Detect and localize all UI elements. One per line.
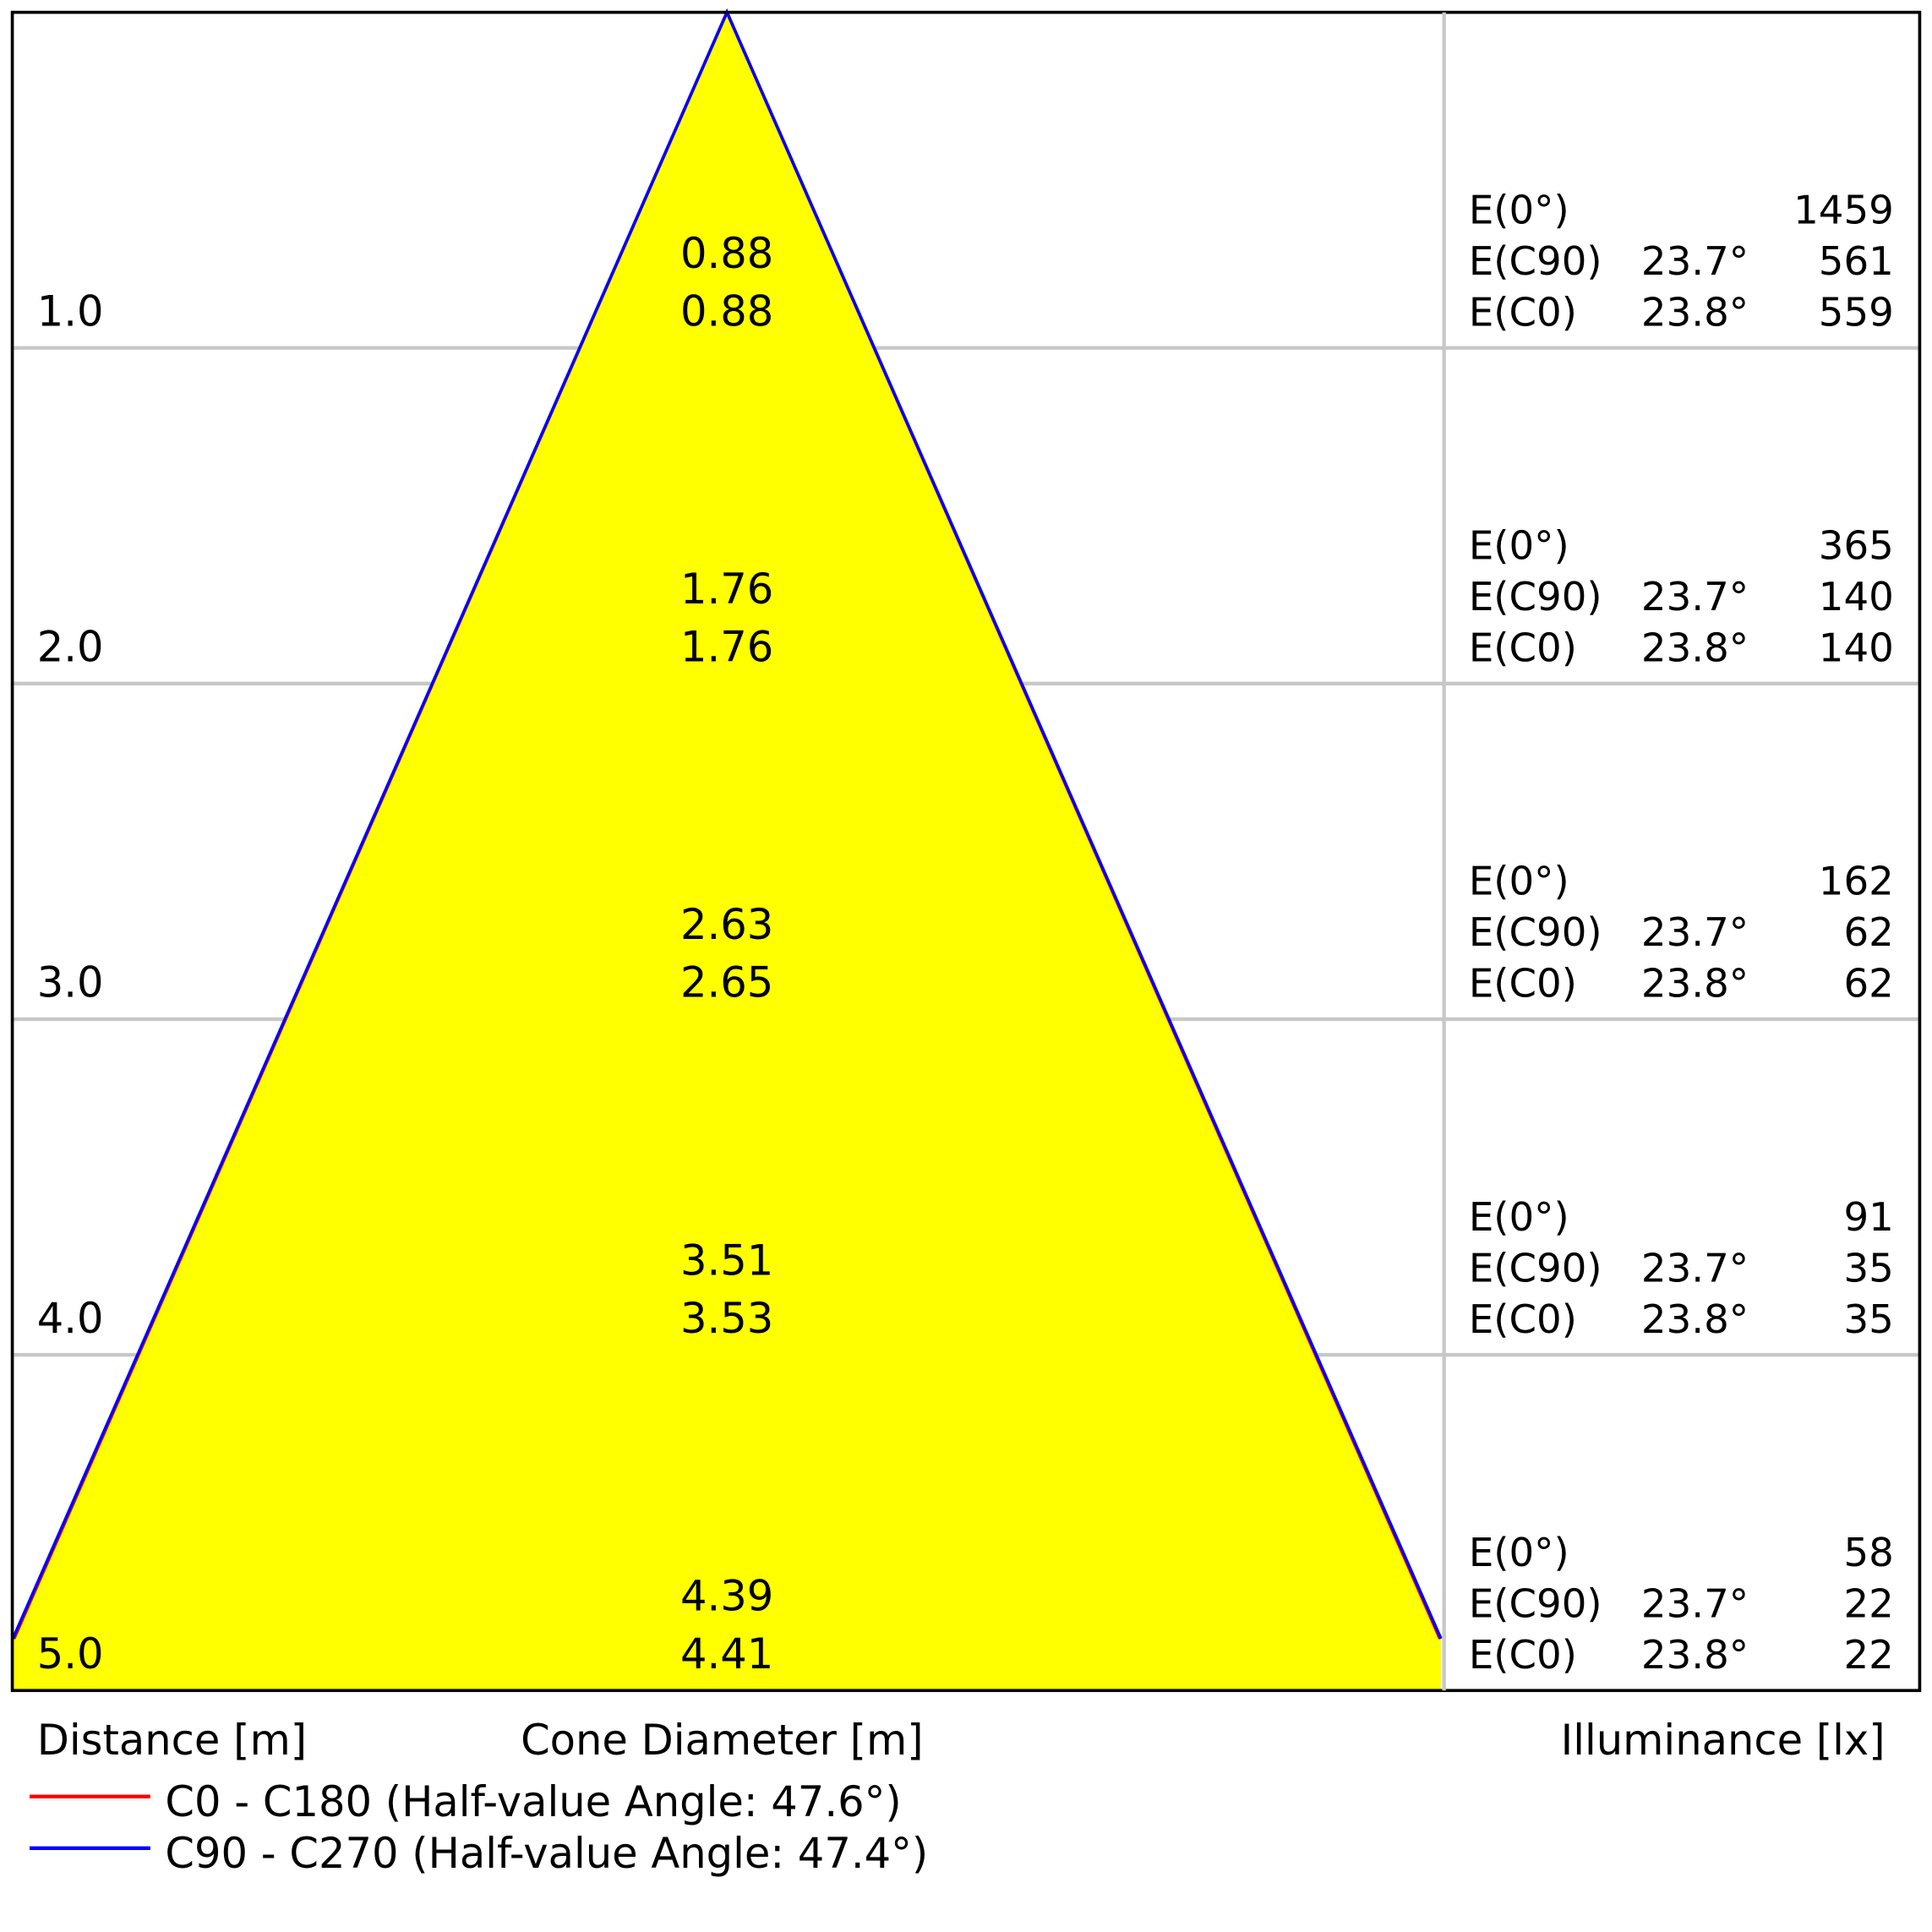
- illuminance-label: E(C0): [1469, 1633, 1577, 1678]
- illuminance-value: 58: [1843, 1531, 1893, 1576]
- illuminance-label: E(C90): [1469, 575, 1602, 620]
- illuminance-angle: 23.8°: [1641, 626, 1749, 672]
- illuminance-value: 365: [1819, 524, 1894, 570]
- illuminance-angle: 23.8°: [1641, 1633, 1749, 1678]
- illuminance-label: E(C0): [1469, 1297, 1577, 1343]
- illuminance-value: 561: [1819, 239, 1894, 285]
- xlabel-distance: Distance [m]: [37, 1716, 307, 1765]
- illuminance-value: 35: [1843, 1246, 1893, 1291]
- distance-label: 5.0: [37, 1629, 104, 1678]
- distance-label: 2.0: [37, 623, 104, 672]
- illuminance-value: 35: [1843, 1297, 1893, 1343]
- illuminance-value: 559: [1819, 290, 1894, 336]
- illuminance-label: E(0°): [1469, 1195, 1569, 1241]
- illuminance-angle: 23.8°: [1641, 290, 1749, 336]
- cone-diameter-label: 0.88: [680, 287, 773, 336]
- illuminance-value: 1459: [1793, 188, 1894, 233]
- legend-label-c90: C90 - C270 (Half-value Angle: 47.4°): [165, 1829, 928, 1878]
- illuminance-angle: 23.7°: [1641, 575, 1749, 620]
- illuminance-angle: 23.8°: [1641, 962, 1749, 1007]
- illuminance-label: E(C0): [1469, 962, 1577, 1007]
- illuminance-angle: 23.8°: [1641, 1297, 1749, 1343]
- illuminance-value: 22: [1843, 1633, 1893, 1678]
- cone-diameter-label: 3.53: [680, 1294, 773, 1343]
- illuminance-label: E(C90): [1469, 1582, 1602, 1628]
- illuminance-label: E(C90): [1469, 910, 1602, 956]
- cone-diameter-label: 2.65: [680, 958, 773, 1007]
- illuminance-label: E(0°): [1469, 1531, 1569, 1576]
- plot-border: [10, 10, 1922, 1693]
- illuminance-angle: 23.7°: [1641, 1246, 1749, 1291]
- illuminance-label: E(0°): [1469, 188, 1569, 233]
- illuminance-angle: 23.7°: [1641, 910, 1749, 956]
- illuminance-angle: 23.7°: [1641, 239, 1749, 285]
- cone-diameter-label: 1.76: [680, 623, 773, 672]
- distance-label: 4.0: [37, 1294, 104, 1343]
- illuminance-label: E(C90): [1469, 239, 1602, 285]
- cone-diameter-label: 2.63: [680, 900, 773, 949]
- cone-diameter-label: 3.51: [680, 1236, 773, 1285]
- illuminance-label: E(0°): [1469, 860, 1569, 905]
- xlabel-cone-diameter: Cone Diameter [m]: [521, 1716, 924, 1765]
- cone-diameter-label: 1.76: [680, 565, 773, 614]
- illuminance-label: E(C0): [1469, 626, 1577, 672]
- cone-diameter-label: 0.88: [680, 229, 773, 278]
- illuminance-label: E(0°): [1469, 524, 1569, 570]
- illuminance-value: 140: [1819, 575, 1894, 620]
- distance-label: 3.0: [37, 958, 104, 1007]
- xlabel-illuminance: Illuminance [lx]: [1561, 1716, 1886, 1765]
- legend-label-c0: C0 - C180 (Half-value Angle: 47.6°): [165, 1777, 901, 1826]
- cone-diameter-label: 4.39: [680, 1571, 773, 1620]
- illuminance-value: 162: [1819, 860, 1894, 905]
- illuminance-value: 22: [1843, 1582, 1893, 1628]
- distance-label: 1.0: [37, 287, 104, 336]
- illuminance-value: 91: [1843, 1195, 1893, 1241]
- illuminance-value: 62: [1843, 962, 1893, 1007]
- illuminance-value: 62: [1843, 910, 1893, 956]
- illuminance-label: E(C0): [1469, 290, 1577, 336]
- cone-diameter-label: 4.41: [680, 1629, 773, 1678]
- illuminance-label: E(C90): [1469, 1246, 1602, 1291]
- illuminance-value: 140: [1819, 626, 1894, 672]
- cone-fill: [13, 12, 1442, 1691]
- illuminance-angle: 23.7°: [1641, 1582, 1749, 1628]
- row-labels: 1.0 0.88 0.88 E(0°) 1459 E(C90) 23.7° 561 E(C0) 2…: [37, 188, 1894, 1678]
